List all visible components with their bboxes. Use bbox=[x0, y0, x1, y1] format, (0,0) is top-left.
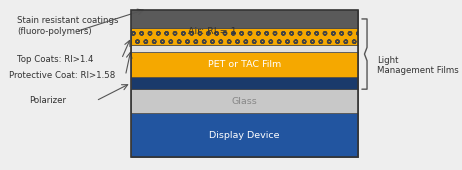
Bar bbox=[131, 77, 358, 89]
Bar bbox=[131, 113, 358, 157]
Text: Display Device: Display Device bbox=[209, 131, 280, 140]
Bar bbox=[131, 10, 358, 157]
Text: Protective Coat: RI>1.58: Protective Coat: RI>1.58 bbox=[9, 71, 116, 80]
Text: Top Coats: RI>1.4: Top Coats: RI>1.4 bbox=[17, 55, 94, 64]
Text: Stain resistant coatings
(fluoro-polymers): Stain resistant coatings (fluoro-polymer… bbox=[17, 16, 119, 36]
Bar bbox=[131, 52, 358, 77]
Text: Light
Management Films: Light Management Films bbox=[377, 56, 459, 75]
Bar bbox=[131, 10, 358, 28]
Text: Polarizer: Polarizer bbox=[29, 96, 66, 105]
Text: PET or TAC Film: PET or TAC Film bbox=[208, 60, 281, 69]
Bar bbox=[131, 28, 358, 45]
Bar bbox=[131, 89, 358, 113]
Bar bbox=[131, 45, 358, 52]
Text: Air: RI = 1: Air: RI = 1 bbox=[188, 27, 236, 36]
Text: Glass: Glass bbox=[231, 97, 257, 106]
